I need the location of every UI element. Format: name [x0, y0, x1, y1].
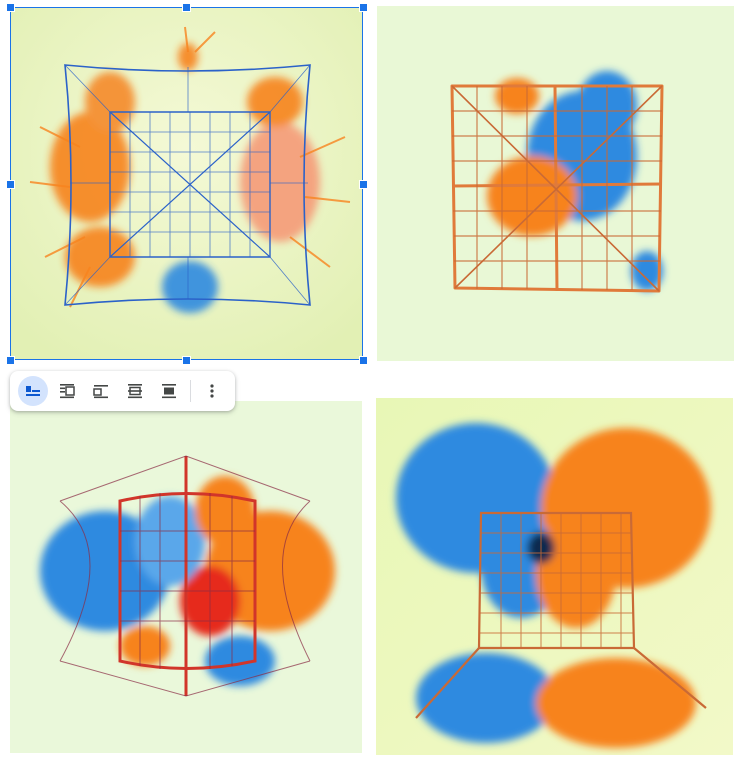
image-options-toolbar — [10, 371, 235, 411]
net-splash-image-4 — [376, 398, 733, 755]
net-splash-image-2 — [377, 6, 734, 361]
behind-text-icon — [128, 384, 142, 399]
net-splash-image-3 — [10, 401, 362, 753]
resize-handle-right[interactable] — [359, 180, 368, 189]
resize-handle-top[interactable] — [182, 3, 191, 12]
resize-handle-bottom-right[interactable] — [359, 356, 368, 365]
net-splash-image-1 — [10, 7, 363, 360]
image-tile-1[interactable] — [10, 7, 363, 360]
in-front-of-text-icon — [162, 384, 176, 399]
more-vert-icon — [210, 384, 214, 398]
wrap-text-button[interactable] — [52, 376, 82, 406]
image-tile-2[interactable] — [377, 6, 734, 361]
in-front-of-text-button[interactable] — [154, 376, 184, 406]
resize-handle-bottom[interactable] — [182, 356, 191, 365]
wrap-text-icon — [60, 384, 75, 399]
resize-handle-left[interactable] — [6, 180, 15, 189]
image-tile-3[interactable] — [10, 401, 362, 753]
image-tile-4[interactable] — [376, 398, 733, 755]
break-text-button[interactable] — [86, 376, 116, 406]
more-options-button[interactable] — [199, 376, 225, 406]
break-text-icon — [93, 385, 108, 399]
toolbar-divider — [190, 380, 191, 402]
behind-text-button[interactable] — [120, 376, 150, 406]
wrap-inline-button[interactable] — [18, 376, 48, 406]
wrap-inline-icon — [26, 386, 40, 396]
resize-handle-bottom-left[interactable] — [6, 356, 15, 365]
resize-handle-top-left[interactable] — [6, 3, 15, 12]
resize-handle-top-right[interactable] — [359, 3, 368, 12]
